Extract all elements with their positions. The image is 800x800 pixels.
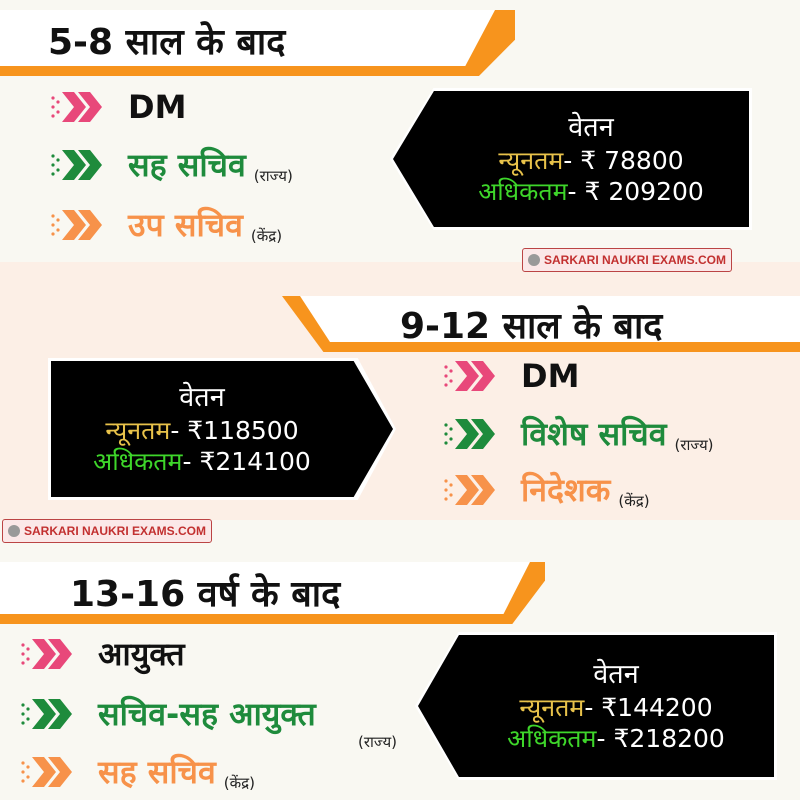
item-label: उप सचिव	[128, 206, 243, 244]
item-label: सचिव-सह आयुक्त	[98, 695, 316, 733]
item-label: आयुक्त	[98, 635, 185, 673]
watermark-text: SARKARI NAUKRI EXAMS.COM	[544, 253, 727, 267]
item-note: (राज्य)	[253, 167, 293, 185]
watermark-text: SARKARI NAUKRI EXAMS.COM	[24, 524, 207, 538]
list-item: निदेशक (केंद्र)	[443, 468, 650, 511]
list-item: उप सचिव (केंद्र)	[50, 203, 282, 246]
header-band	[300, 296, 800, 342]
logo-icon	[528, 254, 540, 266]
max-label: अधिकतम	[93, 446, 183, 476]
salary-heading: वेतन	[568, 111, 614, 143]
salary-box: वेतन न्यूनतम- ₹118500 अधिकतम- ₹214100	[48, 358, 396, 500]
header-band	[0, 562, 530, 614]
max-value: - ₹ 209200	[567, 176, 704, 206]
min-value: - ₹144200	[584, 692, 713, 722]
min-value: - ₹ 78800	[563, 145, 684, 175]
chevron-right-icon	[21, 698, 72, 729]
max-label: अधिकतम	[478, 176, 568, 206]
watermark-badge: SARKARI NAUKRI EXAMS.COM	[522, 248, 733, 272]
item-label: सह सचिव	[128, 146, 246, 184]
section-title: 5-8 साल के बाद	[48, 22, 286, 63]
chevron-right-icon	[444, 418, 495, 449]
watermark-badge: SARKARI NAUKRI EXAMS.COM	[2, 519, 213, 543]
chevron-right-icon	[51, 149, 102, 180]
item-note: (केंद्र)	[618, 492, 650, 510]
item-note: (राज्य)	[358, 733, 398, 751]
chevron-right-icon	[51, 209, 102, 240]
item-label: विशेष सचिव	[521, 415, 667, 453]
logo-icon	[8, 525, 20, 537]
min-value: - ₹118500	[170, 415, 299, 445]
item-note: (केंद्र)	[223, 774, 255, 792]
min-label: न्यूनतम	[498, 145, 564, 175]
section-title: 13-16 वर्ष के बाद	[70, 574, 341, 615]
item-label: DM	[521, 357, 580, 395]
header-band	[0, 10, 495, 66]
salary-box: वेतन न्यूनतम- ₹ 78800 अधिकतम- ₹ 209200	[390, 88, 752, 230]
section-title: 9-12 साल के बाद	[400, 306, 663, 347]
list-item: आयुक्त	[20, 632, 185, 675]
salary-box: वेतन न्यूनतम- ₹144200 अधिकतम- ₹218200	[415, 632, 777, 780]
chevron-right-icon	[21, 756, 72, 787]
list-item: DM	[443, 357, 579, 395]
min-label: न्यूनतम	[105, 415, 171, 445]
item-note: (केंद्र)	[250, 227, 283, 245]
min-label: न्यूनतम	[519, 692, 585, 722]
list-item: DM	[50, 88, 186, 126]
chevron-right-icon	[444, 474, 495, 505]
max-value: - ₹214100	[182, 446, 311, 476]
chevron-right-icon	[51, 92, 102, 122]
item-note: (राज्य)	[674, 436, 714, 454]
salary-heading: वेतन	[179, 381, 225, 413]
chevron-right-icon	[444, 361, 495, 391]
list-item: सह सचिव (केंद्र)	[20, 750, 255, 793]
chevron-right-icon	[21, 638, 72, 669]
list-item: विशेष सचिव (राज्य)	[443, 412, 714, 455]
list-item: सह सचिव (राज्य)	[50, 143, 293, 186]
item-label: निदेशक	[521, 471, 611, 509]
item-label: DM	[128, 88, 187, 126]
item-label: सह सचिव	[98, 753, 216, 791]
max-label: अधिकतम	[507, 723, 597, 753]
max-value: - ₹218200	[596, 723, 725, 753]
list-item: सचिव-सह आयुक्त	[20, 692, 316, 735]
salary-heading: वेतन	[593, 658, 639, 690]
